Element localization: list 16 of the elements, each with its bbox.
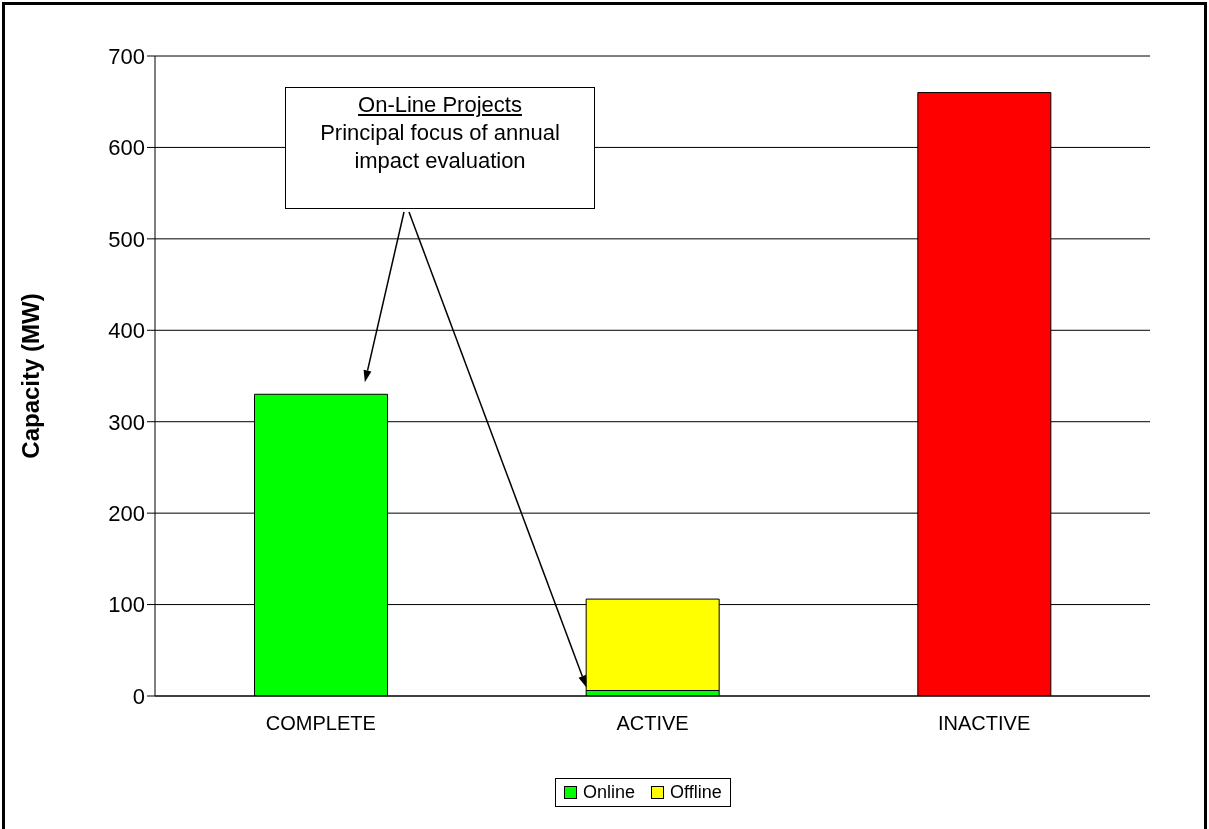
annotation: On-Line Projects xyxy=(357,91,523,119)
x-tick-label: COMPLETE xyxy=(265,712,376,735)
y-tick-label: 500 xyxy=(108,226,145,252)
y-axis-title: Capacity (MW) xyxy=(16,293,44,459)
y-tick-label: 400 xyxy=(108,318,145,344)
y-tick-label: 200 xyxy=(108,500,145,526)
y-tick-label: 700 xyxy=(108,43,145,69)
annotation: Principal focus of annual impact evaluation xyxy=(319,119,561,175)
y-tick-label: 300 xyxy=(108,409,145,435)
x-tick-label: ACTIVE xyxy=(616,712,689,735)
legend-label: Online xyxy=(583,782,636,803)
y-tick-label: 0 xyxy=(132,683,145,709)
x-tick-label: INACTIVE xyxy=(938,712,1031,735)
legend-label: Offline xyxy=(670,782,722,803)
y-tick-label: 100 xyxy=(108,592,145,618)
y-tick-label: 600 xyxy=(108,135,145,161)
